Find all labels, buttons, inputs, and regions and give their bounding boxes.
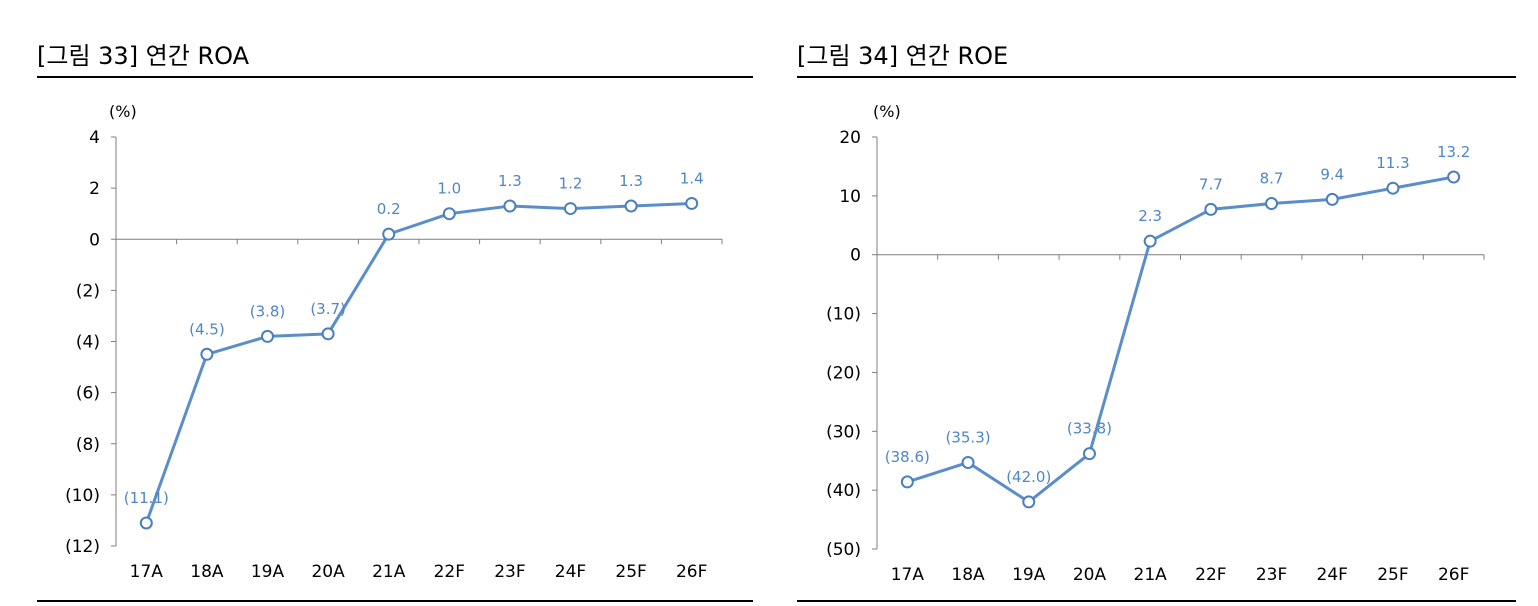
figure-33-panel: [그림 33] 연간 ROA (%) 4 2 0 (2) (4) (6) (8) (10) (12…: [37, 0, 753, 606]
data-label: (38.6): [885, 448, 930, 466]
data-point: [1265, 197, 1279, 211]
x-tick-label: 22F: [1195, 565, 1226, 585]
x-tick-label: 20A: [1073, 565, 1107, 585]
y-tick-label: (40): [826, 481, 861, 501]
y-tick-label: (12): [65, 537, 100, 557]
data-point: [139, 516, 153, 530]
y-tick-label: 20: [839, 128, 861, 148]
x-tick-label: 17A: [130, 562, 164, 582]
data-point: [1325, 192, 1339, 206]
data-label: 1.3: [619, 172, 643, 190]
data-point: [442, 207, 456, 221]
x-tick-label: 26F: [1438, 565, 1469, 585]
data-point: [1082, 447, 1096, 461]
series-line: [906, 175, 1454, 504]
data-point: [1204, 202, 1218, 216]
data-label: (42.0): [1006, 468, 1051, 486]
data-label: (11.1): [124, 489, 169, 507]
data-point: [624, 199, 638, 213]
data-label: 8.7: [1260, 170, 1284, 188]
bottom-rule: [37, 600, 753, 602]
data-point: [1022, 495, 1036, 509]
data-point: [200, 347, 214, 361]
title-rule: [37, 76, 753, 78]
x-tick-label: 19A: [251, 562, 285, 582]
bottom-rule: [797, 600, 1516, 602]
data-label: (33.8): [1067, 420, 1112, 438]
data-label: (3.7): [310, 300, 346, 318]
x-tick-label: 18A: [951, 565, 985, 585]
x-tick-label: 21A: [372, 562, 406, 582]
series-line: [144, 201, 692, 524]
title-rule: [797, 76, 1516, 78]
y-tick-label: (10): [65, 486, 100, 506]
data-point: [685, 196, 699, 210]
figure-34-panel: [그림 34] 연간 ROE (%) 20 10 0 (10) (20) (30) (40)(…: [797, 0, 1516, 606]
data-point: [564, 202, 577, 216]
data-label: (35.3): [945, 428, 990, 446]
x-tick-label: 26F: [676, 562, 707, 582]
data-label: 1.4: [680, 169, 704, 187]
data-label: 7.7: [1199, 175, 1223, 193]
data-label: 0.2: [377, 200, 401, 218]
data-label: 1.2: [559, 175, 583, 193]
x-tick-label: 19A: [1012, 565, 1046, 585]
data-label: 1.3: [498, 172, 522, 190]
data-label: 9.4: [1320, 165, 1344, 183]
y-tick-label: 0: [850, 246, 861, 266]
data-point: [961, 455, 975, 469]
y-tick-label: (10): [826, 305, 861, 325]
y-tick-label: (20): [826, 363, 861, 383]
x-tick-label: 25F: [615, 562, 646, 582]
data-point: [1447, 170, 1461, 184]
roa-line-chart: (%) 4 2 0 (2) (4) (6) (8) (10) (12) 17A 18A 19A 20A 21…: [65, 102, 723, 582]
y-tick-label: 0: [89, 230, 100, 250]
figure-title: [그림 33] 연간 ROA: [37, 42, 250, 70]
y-tick-label: (30): [826, 422, 861, 442]
data-label: (3.8): [250, 302, 286, 320]
data-point: [261, 329, 274, 343]
data-point: [321, 327, 335, 341]
data-label: (4.5): [189, 320, 225, 338]
data-point: [1386, 181, 1400, 195]
x-tick-label: 17A: [891, 565, 925, 585]
x-tick-label: 22F: [434, 562, 465, 582]
x-tick-label: 23F: [494, 562, 525, 582]
x-tick-label: 21A: [1134, 565, 1168, 585]
y-unit-label: (%): [873, 102, 901, 121]
data-point: [503, 199, 517, 213]
y-tick-label: 4: [89, 128, 100, 148]
data-label: 1.0: [437, 180, 461, 198]
figure-title: [그림 34] 연간 ROE: [797, 42, 1009, 70]
x-tick-label: 24F: [1317, 565, 1348, 585]
roe-line-chart: (%) 20 10 0 (10) (20) (30) (40) (50) 17A 18A 19A 20A…: [826, 102, 1485, 585]
data-label: 13.2: [1437, 143, 1470, 161]
y-tick-label: (4): [76, 333, 100, 353]
x-tick-label: 24F: [555, 562, 586, 582]
y-tick-label: (6): [76, 384, 100, 404]
y-unit-label: (%): [109, 102, 137, 121]
x-tick-label: 18A: [190, 562, 224, 582]
y-tick-label: (2): [76, 281, 100, 301]
data-point: [900, 475, 914, 489]
y-tick-label: (50): [826, 540, 861, 560]
y-tick-label: 2: [89, 179, 100, 199]
x-tick-label: 25F: [1377, 565, 1408, 585]
data-point: [1143, 234, 1157, 248]
y-tick-label: (8): [76, 435, 100, 455]
data-label: 11.3: [1376, 154, 1409, 172]
data-label: 2.3: [1138, 207, 1162, 225]
x-tick-label: 23F: [1256, 565, 1287, 585]
x-tick-label: 20A: [311, 562, 345, 582]
data-point: [382, 227, 396, 241]
y-tick-label: 10: [839, 187, 861, 207]
